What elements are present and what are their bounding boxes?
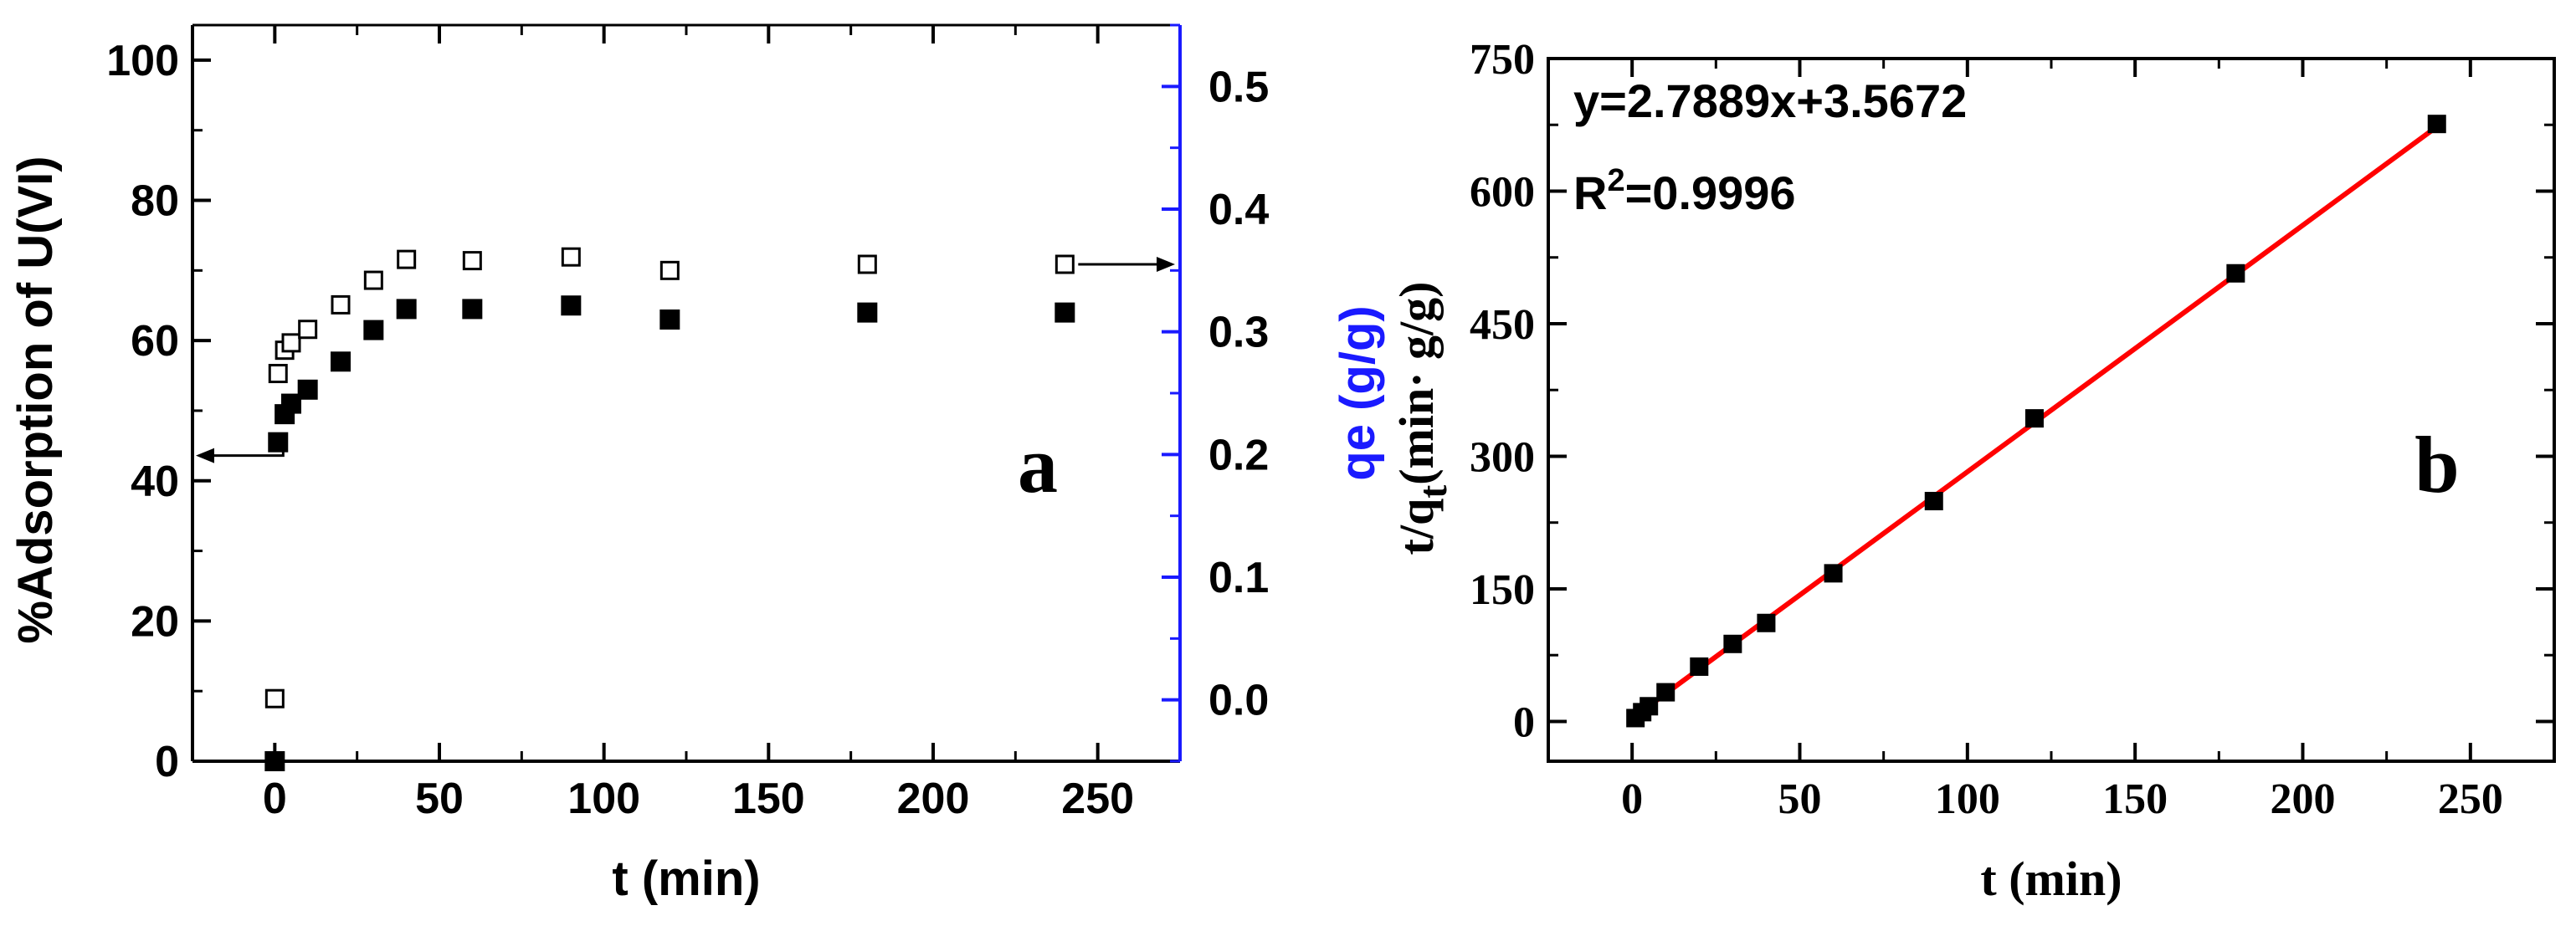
panel-a-left-arrowhead [196, 448, 214, 463]
panel-a-qe-point [298, 320, 318, 340]
panel-b-x-tick-label: 150 [2102, 775, 2168, 823]
panel-a-x-tick-label: 0 [263, 775, 287, 823]
panel-a-right-tick-label: 0.4 [1208, 186, 1269, 234]
panel-b-x-tick-label: 250 [2438, 775, 2503, 823]
panel-a-qe-point [363, 270, 383, 290]
panel-a-x-tick-label: 250 [1061, 775, 1134, 823]
panel-b-data-point [1723, 634, 1742, 653]
panel-a-adsorption-point [331, 351, 351, 372]
panel-a-qe-point [281, 333, 301, 353]
panel-b: 0 150 300 450 600 750 0 50 100 150 200 250 t (min)… [1389, 36, 2556, 906]
panel-a-left-tick-label: 80 [131, 177, 179, 226]
panel-a-adsorption-point [462, 299, 483, 320]
panel-a-qe-point [1055, 254, 1075, 274]
panel-b-points [1626, 115, 2446, 728]
panel-b-data-point [2427, 115, 2446, 134]
panel-b-data-point [1640, 697, 1659, 716]
panel-a-qe-point [264, 688, 285, 709]
panel-a-label: a [1018, 420, 1058, 509]
panel-b-y-axis-title: t/qt(min· g/g) [1389, 282, 1455, 555]
panel-b-y-axis-title-sub: t [1411, 485, 1455, 499]
panel-a-right-tick-label: 0.3 [1208, 309, 1269, 357]
panel-b-r2-sup: 2 [1607, 163, 1624, 198]
panel-b-y-tick-label: 750 [1470, 36, 1535, 84]
panel-a-qe-point [561, 247, 581, 267]
panel-a-qe-point [857, 254, 877, 274]
panel-a-qe-point [462, 251, 482, 271]
panel-b-y-tick-label: 450 [1470, 301, 1535, 349]
panel-a-x-tick-label: 200 [897, 775, 970, 823]
panel-a-arrows [196, 257, 1175, 463]
panel-a-x-tick-label: 100 [567, 775, 640, 823]
panel-b-x-tick-labels: 0 50 100 150 200 250 [1621, 775, 2503, 823]
panel-a-left-tick-label: 0 [155, 738, 179, 786]
panel-a: 0 20 40 60 80 100 0.0 0.1 0.2 0.3 0.4 0.5 0 50 100 15… [8, 23, 1385, 906]
panel-a-adsorption-point [264, 751, 285, 771]
panel-b-y-tick-label: 600 [1470, 168, 1535, 216]
panel-a-right-tick-label: 0.5 [1208, 63, 1269, 111]
panel-a-adsorption-point [561, 295, 582, 316]
panel-a-right-tick-label: 0.2 [1208, 431, 1269, 479]
panel-b-r-squared: R2=0.9996 [1573, 163, 1796, 219]
panel-a-left-tick-label: 60 [131, 317, 179, 366]
panel-a-left-tick-labels: 0 20 40 60 80 100 [106, 37, 179, 786]
panel-b-x-tick-label: 100 [1935, 775, 2000, 823]
panel-a-points [264, 247, 1075, 771]
panel-b-y-axis-title-main: t/q [1389, 499, 1444, 555]
panel-a-adsorption-point [659, 310, 680, 330]
panel-b-data-point [1757, 613, 1776, 632]
panel-a-right-tick-labels: 0.0 0.1 0.2 0.3 0.4 0.5 [1208, 63, 1269, 724]
panel-a-right-tick-label: 0.1 [1208, 554, 1269, 602]
panel-a-qe-point [268, 364, 288, 384]
panel-b-y-tick-label: 150 [1470, 566, 1535, 614]
panel-a-left-tick-label: 100 [106, 37, 179, 85]
panel-b-data-point [1690, 657, 1709, 676]
panel-b-r2-suffix: =0.9996 [1625, 166, 1796, 219]
panel-a-x-tick-labels: 0 50 100 150 200 250 [263, 775, 1134, 823]
panel-a-right-arrowhead [1157, 257, 1175, 272]
panel-a-left-arrow-line [199, 450, 285, 458]
panel-a-adsorption-point [268, 432, 289, 453]
panel-a-x-tick-label: 150 [732, 775, 805, 823]
panel-b-x-tick-label: 50 [1778, 775, 1822, 823]
panel-a-adsorption-point [857, 302, 878, 323]
panel-a-right-tick-label: 0.0 [1208, 677, 1269, 725]
panel-b-axes [1547, 57, 2556, 763]
panel-a-adsorption-point [1055, 302, 1075, 323]
panel-b-label: b [2414, 420, 2459, 509]
panel-a-adsorption-point [297, 379, 318, 400]
panel-b-data-point [2024, 409, 2044, 428]
panel-b-x-tick-label: 200 [2271, 775, 2336, 823]
panel-a-qe-point [397, 249, 417, 269]
panel-a-qe-point [659, 260, 680, 280]
panel-a-right-axis-title: qe (g/g) [1331, 305, 1385, 480]
panel-b-y-axis-title-units: (min· g/g) [1389, 282, 1444, 485]
panel-a-left-tick-label: 40 [131, 458, 179, 506]
panel-a-x-axis-title: t (min) [612, 852, 760, 906]
panel-b-y-tick-label: 300 [1470, 433, 1535, 481]
panel-b-data-point [1824, 564, 1843, 583]
panel-b-equation: y=2.7889x+3.5672 [1573, 74, 1967, 127]
panel-b-data-point [1924, 492, 1943, 511]
panel-b-r2-prefix: R [1573, 166, 1607, 219]
panel-a-adsorption-point [363, 320, 384, 340]
panel-a-left-axis-title: %Adsorption of U(VI) [8, 156, 63, 643]
panel-b-data-point [2226, 263, 2245, 283]
panel-a-left-tick-label: 20 [131, 597, 179, 646]
panel-a-axes [191, 23, 1182, 763]
panel-a-qe-point [331, 294, 351, 315]
panel-b-y-tick-label: 0 [1513, 698, 1535, 746]
panel-b-data-point [1656, 683, 1675, 702]
panel-b-y-tick-labels: 0 150 300 450 600 750 [1470, 36, 1535, 746]
panel-a-x-tick-label: 50 [415, 775, 464, 823]
panel-b-x-axis-title: t (min) [1980, 852, 2122, 906]
panel-a-adsorption-point [396, 299, 417, 320]
panel-b-x-tick-label: 0 [1621, 775, 1643, 823]
